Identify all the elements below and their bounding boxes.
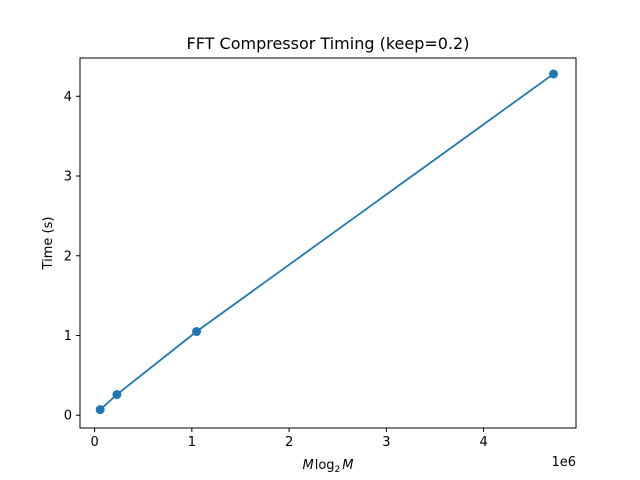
y-tick-label: 1 (64, 329, 72, 344)
x-label-base: 2 (335, 465, 341, 475)
data-point (112, 390, 122, 400)
x-tick-label: 2 (285, 435, 293, 450)
y-axis: 0 1 2 3 4 (64, 90, 80, 424)
y-tick-label: 3 (64, 170, 72, 185)
x-tick-label: 4 (479, 435, 487, 450)
y-tick-label: 0 (64, 409, 72, 424)
x-tick-label: 3 (382, 435, 390, 450)
chart-title: FFT Compressor Timing (keep=0.2) (187, 34, 470, 53)
x-label-m2: M (342, 458, 353, 473)
axes-frame (79, 57, 577, 429)
data-point (95, 405, 105, 415)
x-axis: 0 1 2 3 4 (90, 428, 488, 450)
y-tick-label: 2 (64, 249, 72, 264)
y-tick-label: 4 (64, 90, 72, 105)
data-point (548, 69, 558, 79)
series-line-timing (99, 73, 555, 411)
plot-area: 0 1 2 3 4 0 1 2 3 4 (64, 57, 577, 450)
x-tick-label: 1 (188, 435, 196, 450)
x-axis-label: Mlog2 M (303, 458, 354, 475)
series-layer (95, 69, 558, 415)
x-label-m: M (303, 458, 314, 473)
data-point (192, 327, 202, 337)
y-axis-label: Time (s) (41, 217, 56, 271)
x-offset-text: 1e6 (551, 455, 576, 470)
x-label-log: log (315, 458, 335, 473)
x-tick-label: 0 (90, 435, 98, 450)
